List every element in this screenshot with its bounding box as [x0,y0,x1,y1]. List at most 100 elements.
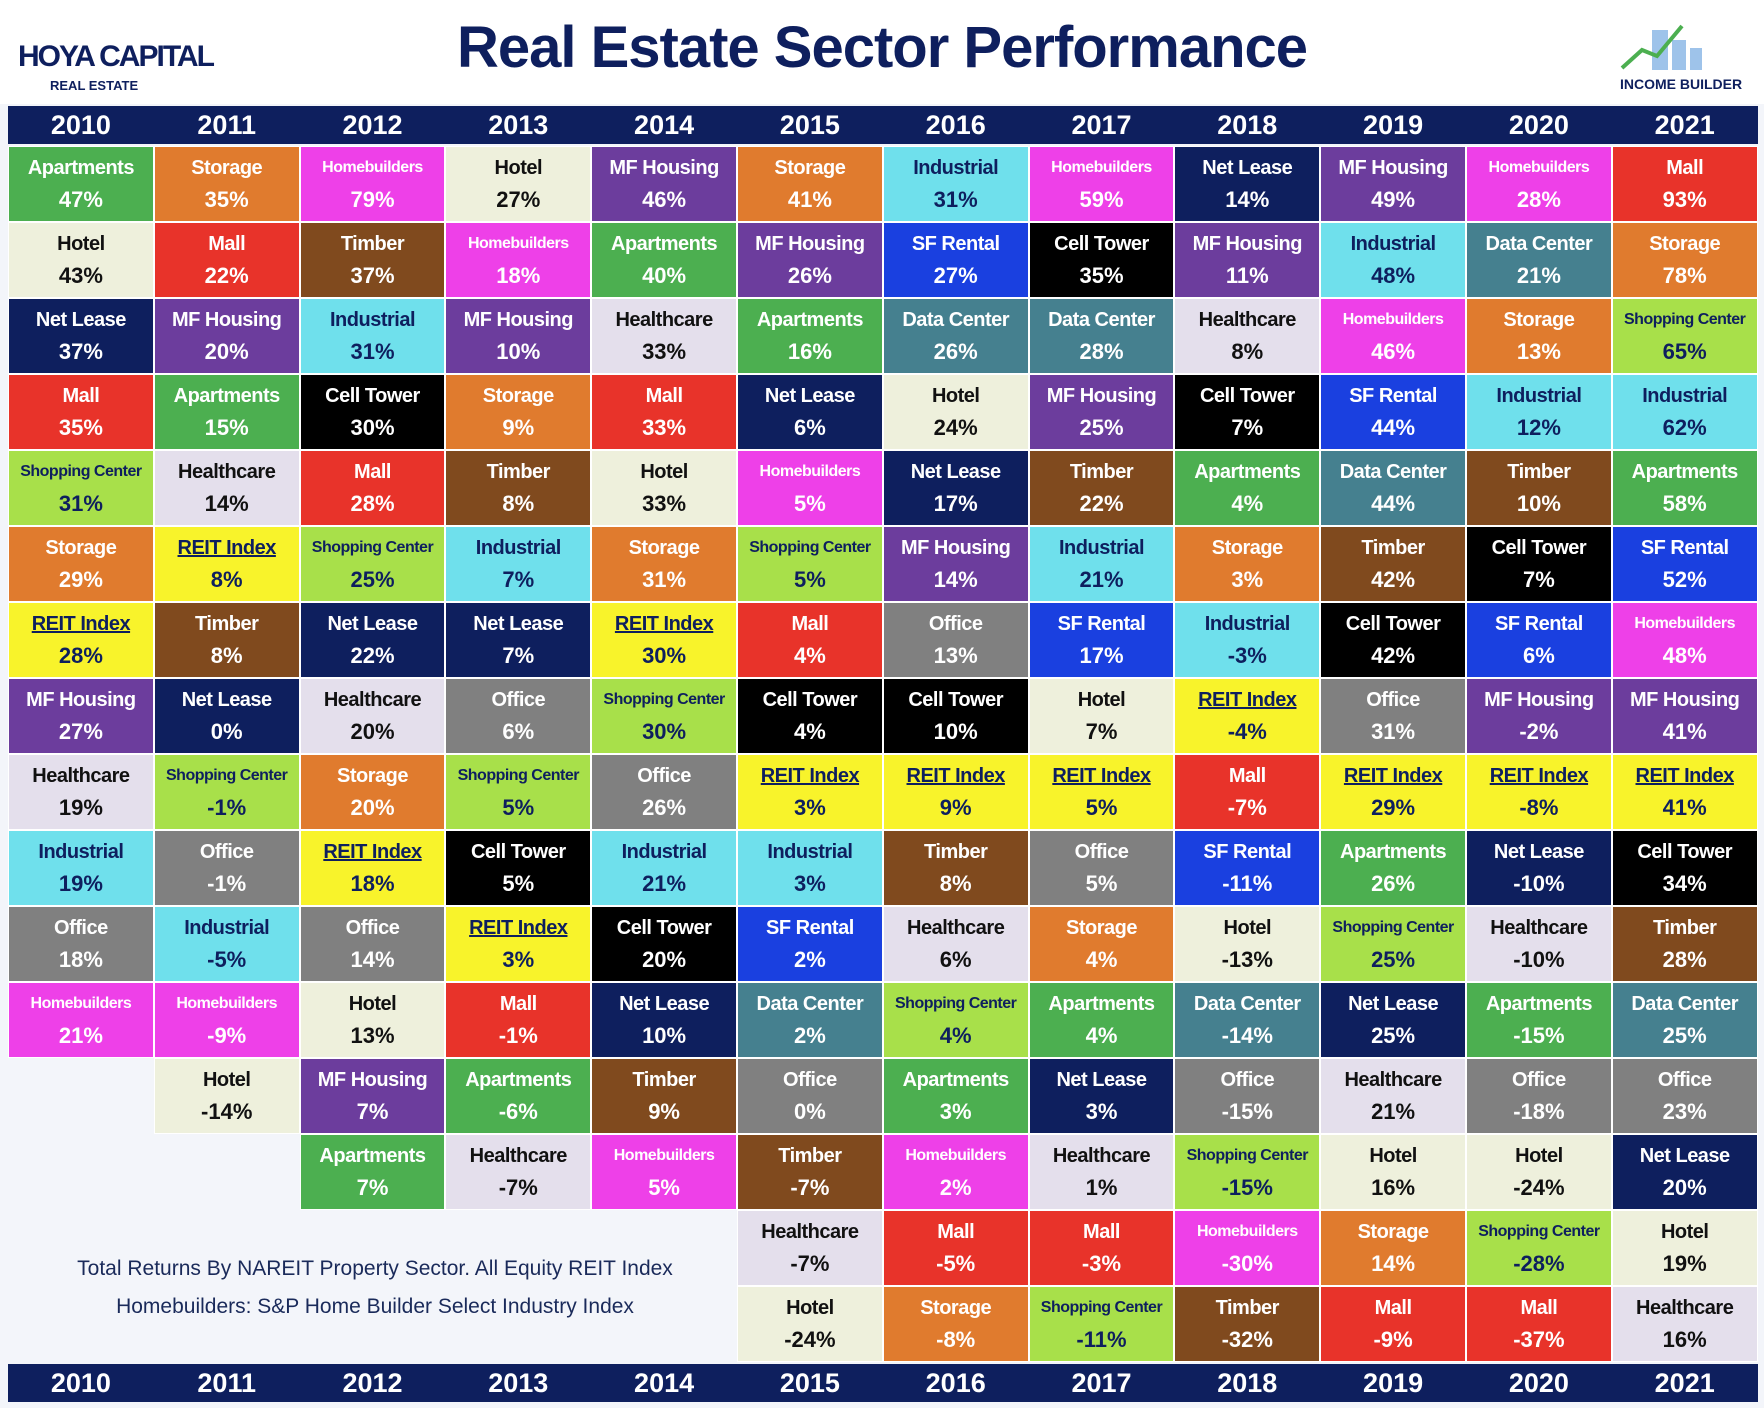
sector-cell: Office 26% [591,754,737,830]
sector-cell: Healthcare 20% [299,678,446,754]
sector-name: MF Housing [1484,689,1594,711]
sector-return: 19% [58,795,103,820]
sector-name: SF Rental [1495,613,1583,635]
sector-return: -32% [1221,1327,1273,1352]
sector-return: 15% [204,415,249,440]
sector-cell: Shopping Center 4% [882,982,1029,1058]
sector-cell: Healthcare -10% [1466,906,1612,982]
sector-cell: Apartments 4% [1028,982,1175,1058]
sector-cell: Timber -32% [1174,1286,1321,1362]
sector-name: Office [54,917,108,939]
sector-cell: Homebuilders 46% [1320,298,1466,374]
sector-return: 14% [1225,187,1270,212]
sector-cell: Apartments 26% [1320,830,1466,906]
sector-name: Shopping Center [1332,919,1454,936]
sector-return: 8% [210,643,243,668]
sector-cell: Mall 22% [153,222,300,298]
sector-cell: Mall -9% [1320,1286,1466,1362]
sector-return: -8% [1519,795,1559,820]
year-label: 2012 [342,1368,403,1398]
sector-name: Net Lease [327,613,418,635]
sector-return: 21% [1079,567,1124,592]
sector-cell: REIT Index 5% [1028,754,1175,830]
sector-name: Office [1366,689,1420,711]
sector-return: 12% [1516,415,1561,440]
sector-return: -13% [1221,947,1273,972]
year-label: 2014 [634,1368,695,1398]
sector-return: 9% [939,795,972,820]
sector-cell: Shopping Center 5% [737,526,883,602]
sector-name: Timber [1069,461,1134,483]
sector-return: 4% [1231,491,1264,516]
sector-name: Industrial [1350,233,1437,255]
sector-return: 23% [1662,1099,1707,1124]
sector-return: 21% [1371,1099,1416,1124]
sector-return: 2% [794,1023,826,1048]
sector-name: Industrial [1058,537,1145,559]
sector-name: Homebuilders [759,463,861,480]
sector-name: Healthcare [761,1221,859,1243]
sector-cell: Data Center 21% [1466,222,1612,298]
sector-name: Storage [1357,1221,1429,1243]
sector-return: 41% [1662,795,1707,820]
sector-cell: MF Housing 25% [1028,374,1175,450]
year-label: 2013 [488,1368,549,1398]
sector-return: 3% [794,871,826,896]
sector-cell: Office 23% [1611,1058,1758,1134]
sector-return: 4% [794,643,826,668]
sector-return: 58% [1662,491,1707,516]
logo-left-sub: REAL ESTATE [50,78,139,93]
sector-return: 7% [356,1175,389,1200]
sector-cell: Hotel 27% [445,146,592,222]
sector-name: MF Housing [1046,385,1157,407]
sector-name: Storage [191,157,263,179]
sector-name: Cell Tower [325,385,420,407]
sector-return: -15% [1221,1175,1273,1200]
sector-cell: Healthcare 33% [591,298,737,374]
sector-cell: Timber 37% [299,222,446,298]
year-label: 2015 [779,110,840,140]
sector-name: Timber [1653,917,1717,939]
sector-return: 22% [204,263,249,288]
sector-cell: Office -1% [153,830,300,906]
year-label: 2020 [1508,110,1569,140]
sector-cell: Industrial 31% [882,146,1029,222]
sector-name: Mall [791,613,829,635]
sector-name: REIT Index [1635,765,1735,787]
sector-name: Office [1074,841,1129,863]
sector-return: 20% [350,795,395,820]
sector-return: 7% [502,643,535,668]
sector-cell: Data Center 26% [882,298,1029,374]
sector-return: 18% [58,947,103,972]
sector-cell: SF Rental 27% [882,222,1029,298]
sector-cell: Apartments -15% [1466,982,1612,1058]
year-label: 2012 [342,110,403,140]
sector-name: Mall [354,461,391,483]
sector-return: 13% [350,1023,395,1048]
sector-cell: Cell Tower 30% [299,374,446,450]
sector-return: 14% [1371,1251,1416,1276]
sector-return: 10% [1516,491,1561,516]
sector-cell: Hotel 43% [8,222,154,298]
sector-name: Cell Tower [1491,537,1587,559]
sector-cell: Shopping Center -15% [1174,1134,1321,1210]
sector-return: 93% [1662,187,1707,212]
sector-cell: Net Lease 7% [445,602,592,678]
sector-return: 33% [642,339,687,364]
sector-name: Net Lease [473,613,564,635]
sector-name: MF Housing [900,537,1011,559]
sector-return: 17% [1079,643,1124,668]
sector-cell: Timber 10% [1466,450,1612,526]
sector-name: Healthcare [1052,1145,1151,1167]
sector-cell: MF Housing 46% [591,146,737,222]
sector-name: Shopping Center [457,767,580,784]
sector-name: MF Housing [171,309,282,331]
sector-return: 25% [1079,415,1124,440]
sector-return: 30% [642,719,687,744]
sector-name: Storage [1066,917,1137,939]
sector-return: 29% [58,567,103,592]
sector-cell: Shopping Center 25% [299,526,446,602]
sector-name: Mall [1520,1297,1558,1319]
sector-return: 8% [502,491,535,516]
